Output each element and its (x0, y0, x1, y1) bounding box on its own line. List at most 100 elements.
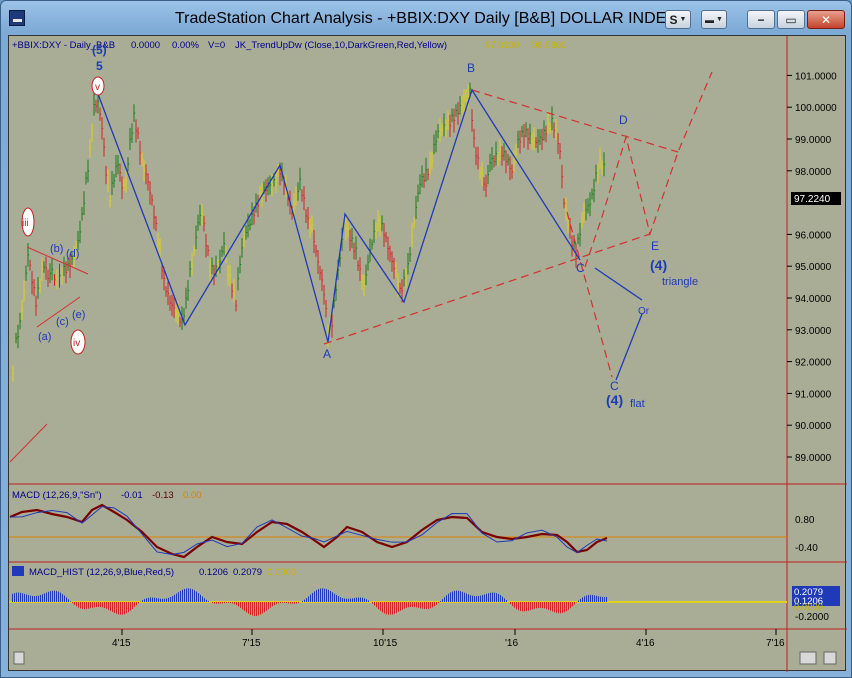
hist-bar (602, 596, 603, 602)
price-tick-label: 93.0000 (795, 326, 832, 337)
hist-bar (276, 602, 277, 605)
hist-bar (292, 602, 293, 604)
hist-box-val2 (792, 586, 840, 597)
hist-bar (404, 602, 405, 609)
hist-bar (240, 602, 241, 608)
hist-bar (436, 602, 437, 605)
hist-bar (106, 602, 107, 609)
hist-bar (318, 589, 319, 602)
minimize-button[interactable]: − (747, 10, 775, 29)
hist-val3: 0.0000 (267, 567, 296, 578)
hist-tick-0.1206: 0.1206 (794, 596, 823, 607)
hist-bar (598, 596, 599, 602)
hist-bar (54, 590, 55, 602)
close-button[interactable]: ✕ (807, 10, 845, 29)
wave-label-B: B (467, 61, 475, 75)
hist-bar (544, 602, 545, 609)
hist-bar (422, 602, 423, 609)
wedge-upper-line (26, 246, 89, 275)
hist-bar (116, 602, 117, 614)
trendline-upper (471, 89, 679, 153)
hist-tick-0.0000: 0.0000 (794, 602, 823, 613)
macd-val3: 0.00 (183, 490, 202, 501)
hist-bar (502, 596, 503, 602)
hist-bar (360, 597, 361, 602)
hist-bar (322, 588, 323, 602)
hist-bar (196, 591, 197, 602)
hist-bar (220, 602, 221, 604)
tradestation-app-icon[interactable] (9, 10, 25, 26)
hist-bar (424, 602, 425, 610)
hist-bar (270, 602, 271, 608)
hist-bar (526, 602, 527, 612)
hist-bar (134, 602, 135, 608)
hist-bar (584, 596, 585, 602)
hist-bar (280, 602, 281, 604)
hist-bar (244, 602, 245, 611)
time-tick-label: 7'15 (242, 638, 261, 649)
hist-bar (22, 593, 23, 602)
hist-bar (250, 602, 251, 615)
hist-bar (120, 602, 121, 615)
hist-bar (34, 596, 35, 602)
wave-label-C-flat: C (610, 379, 619, 393)
hist-bar (264, 602, 265, 613)
hist-bar (284, 602, 285, 603)
hist-bar (460, 591, 461, 602)
wave-label-b: (b) (50, 243, 63, 255)
hist-bar (578, 600, 579, 602)
price-chart[interactable]: 101.0000 100.0000 99.0000 98.0000 96.0000 95.… (9, 36, 847, 672)
hist-bar (396, 602, 397, 613)
hist-bar (304, 599, 305, 602)
scroll-thumb[interactable] (799, 651, 817, 665)
hist-bar (50, 591, 51, 602)
scroll-left-button[interactable] (13, 651, 25, 665)
hist-bar (350, 598, 351, 602)
hist-bar (468, 594, 469, 602)
hist-bar (528, 602, 529, 611)
hist-bar (122, 602, 123, 615)
price-tick-label: 92.0000 (795, 358, 832, 369)
hist-bar (440, 601, 441, 602)
hist-bar (428, 602, 429, 609)
hist-bar (478, 595, 479, 602)
s-menu-button[interactable]: S ▼ (665, 10, 691, 29)
hist-bar (90, 602, 91, 609)
hist-bar (448, 593, 449, 602)
hist-bar (416, 602, 417, 608)
hist-header: MACD_HIST (12,26,9,Blue,Red,5) (29, 567, 174, 578)
hist-bar (236, 602, 237, 606)
wave-label-4-flat: (4) (606, 392, 623, 408)
hist-bar (472, 595, 473, 602)
hist-bar (596, 595, 597, 602)
hist-bar (272, 602, 273, 607)
scroll-right-button[interactable] (823, 651, 837, 665)
wave-label-d: (d) (66, 248, 79, 260)
restore-button[interactable]: ▭ (777, 10, 805, 29)
hist-bar (124, 602, 125, 615)
wave-label-C-triangle: C (576, 261, 585, 275)
hist-bar (418, 602, 419, 608)
hist-bar (366, 599, 367, 602)
hist-bar (604, 597, 605, 602)
dashed-flat-path (566, 211, 613, 378)
hist-bar (552, 602, 553, 612)
hist-bar (532, 602, 533, 610)
hist-bar (352, 598, 353, 602)
hist-bar (20, 592, 21, 602)
title-bar[interactable]: TradeStation Chart Analysis - +BBIX:DXY … (1, 1, 851, 35)
hist-bar (286, 602, 287, 604)
hist-bar (342, 597, 343, 602)
hist-bar (346, 598, 347, 602)
hist-bar (234, 602, 235, 605)
hist-bar (68, 599, 69, 602)
hist-bar (330, 591, 331, 602)
wave-circle-iii (21, 207, 35, 237)
hist-bar (320, 588, 321, 602)
hist-bar (154, 597, 155, 602)
chart-area[interactable]: 101.0000 100.0000 99.0000 98.0000 96.0000 95.… (8, 35, 847, 672)
hist-bar (146, 598, 147, 602)
hist-bar (590, 594, 591, 602)
options-menu-button[interactable]: ▬ ▼ (701, 10, 727, 29)
hist-bar (564, 602, 565, 613)
